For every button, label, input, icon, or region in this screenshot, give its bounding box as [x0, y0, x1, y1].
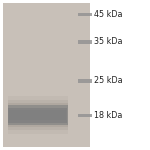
Text: 25 kDa: 25 kDa: [94, 76, 123, 85]
Bar: [9, 110, 66, 120]
Bar: [3, 3, 90, 147]
Text: 35 kDa: 35 kDa: [94, 37, 123, 46]
Text: 45 kDa: 45 kDa: [94, 10, 123, 19]
Text: 18 kDa: 18 kDa: [94, 111, 123, 120]
Bar: [78, 79, 92, 83]
Bar: [78, 114, 92, 117]
Bar: [8, 105, 68, 125]
Bar: [8, 108, 67, 123]
Bar: [8, 100, 68, 130]
Bar: [8, 103, 68, 127]
Bar: [8, 96, 68, 134]
Bar: [78, 13, 92, 16]
Bar: [78, 40, 92, 44]
